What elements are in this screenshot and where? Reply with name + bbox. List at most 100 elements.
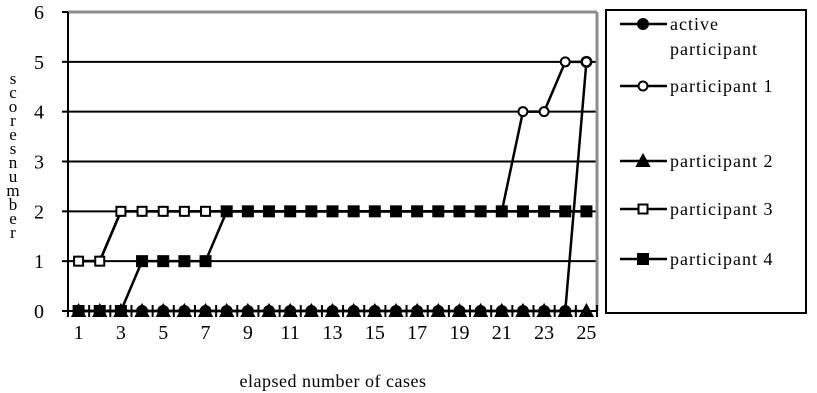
y-axis-label-char: r	[10, 223, 16, 242]
legend-label: participant 3	[670, 199, 773, 219]
data-point	[495, 205, 508, 218]
data-point	[263, 205, 276, 218]
y-tick-label-5: 5	[34, 52, 44, 74]
data-point	[409, 302, 425, 317]
data-point	[72, 305, 85, 317]
y-tick-label-2: 2	[34, 201, 44, 223]
data-point	[93, 305, 106, 317]
data-point	[326, 205, 339, 218]
legend-marker	[635, 152, 651, 167]
data-point	[178, 205, 190, 217]
data-point	[474, 205, 487, 218]
y-axis-label-char: m	[6, 181, 19, 200]
x-tick-label-25: 25	[576, 322, 596, 344]
y-tick-label-4: 4	[34, 102, 44, 124]
data-point	[494, 302, 510, 317]
x-tick-label-23: 23	[534, 322, 554, 344]
data-point	[157, 255, 170, 268]
data-point	[472, 302, 489, 317]
series-group	[70, 55, 595, 317]
data-point	[261, 302, 277, 317]
series-4	[72, 205, 593, 317]
x-tick-label-9: 9	[243, 322, 253, 344]
y-tick-label-6: 6	[34, 2, 44, 24]
data-point	[200, 205, 212, 217]
y-axis-label-char: u	[9, 167, 18, 186]
x-axis-label: elapsed number of cases	[240, 371, 427, 391]
data-point	[136, 255, 149, 268]
data-point	[432, 205, 445, 218]
data-point	[368, 205, 381, 218]
legend-item-0: active participant	[620, 14, 758, 59]
y-tick-label-3: 3	[34, 152, 44, 174]
data-point	[580, 205, 593, 218]
data-point	[559, 56, 571, 68]
y-axis-label-char: e	[9, 209, 17, 228]
data-point	[559, 205, 572, 218]
data-point	[389, 205, 402, 218]
y-tick-labels: 0 1 2 3 4 5 6	[34, 2, 44, 323]
y-axis-label-char: s	[10, 69, 17, 88]
data-point	[345, 302, 362, 317]
x-tick-label-7: 7	[201, 322, 211, 344]
y-axis-label-char: o	[9, 97, 18, 116]
data-point	[155, 302, 171, 317]
y-tick-label-0: 0	[34, 301, 44, 323]
data-point	[136, 205, 148, 217]
legend-label: participant 4	[670, 249, 773, 269]
grid-lines	[68, 60, 597, 263]
data-point	[515, 302, 531, 317]
data-point	[538, 205, 551, 218]
data-point	[197, 302, 214, 317]
data-point	[282, 302, 298, 317]
data-point	[115, 205, 127, 217]
data-point	[451, 302, 468, 317]
legend-label: active participant	[670, 14, 758, 59]
data-point	[220, 205, 233, 218]
data-point	[284, 205, 297, 218]
data-point	[94, 255, 106, 267]
data-point	[157, 205, 169, 217]
data-point	[241, 205, 254, 218]
data-point	[536, 302, 552, 317]
legend-item-1: participant 1	[620, 76, 773, 96]
legend-item-3: participant 3	[620, 199, 773, 219]
legend: active participant participant 1 participan…	[605, 9, 807, 314]
data-point	[517, 106, 529, 118]
data-point	[305, 205, 318, 218]
x-tick-label-21: 21	[492, 322, 512, 344]
x-tick-labels: 1 3 5 7 9 11 13 15 17 19 21 23 25	[74, 322, 597, 344]
data-point	[578, 302, 595, 317]
data-point	[219, 302, 235, 317]
data-point	[430, 302, 446, 317]
legend-item-2: participant 2	[620, 151, 773, 171]
data-point	[388, 302, 404, 317]
x-tick-label-3: 3	[116, 322, 126, 344]
y-axis-label-char: n	[9, 153, 18, 172]
legend-label: participant 2	[670, 151, 773, 171]
y-axis-label-char: b	[9, 195, 18, 214]
x-tick-label-1: 1	[74, 322, 84, 344]
data-point	[538, 106, 550, 118]
x-tick-label-13: 13	[323, 322, 343, 344]
x-tick-label-17: 17	[407, 322, 427, 344]
data-point	[134, 302, 150, 317]
legend-marker	[637, 18, 649, 30]
y-axis-label-char: e	[9, 125, 17, 144]
legend-item-4: participant 4	[620, 249, 773, 269]
y-axis-label-char: r	[10, 111, 16, 130]
data-point	[114, 305, 127, 317]
legend-marker	[637, 203, 649, 215]
legend-marker	[637, 253, 649, 265]
x-tick-label-5: 5	[158, 322, 168, 344]
data-point	[240, 302, 256, 317]
data-point	[557, 302, 573, 317]
legend-label: participant 1	[670, 76, 773, 96]
x-tick-label-15: 15	[365, 322, 385, 344]
data-point	[324, 302, 341, 317]
y-axis-label-char: s	[10, 139, 17, 158]
data-point	[367, 302, 383, 317]
data-point	[516, 205, 529, 218]
